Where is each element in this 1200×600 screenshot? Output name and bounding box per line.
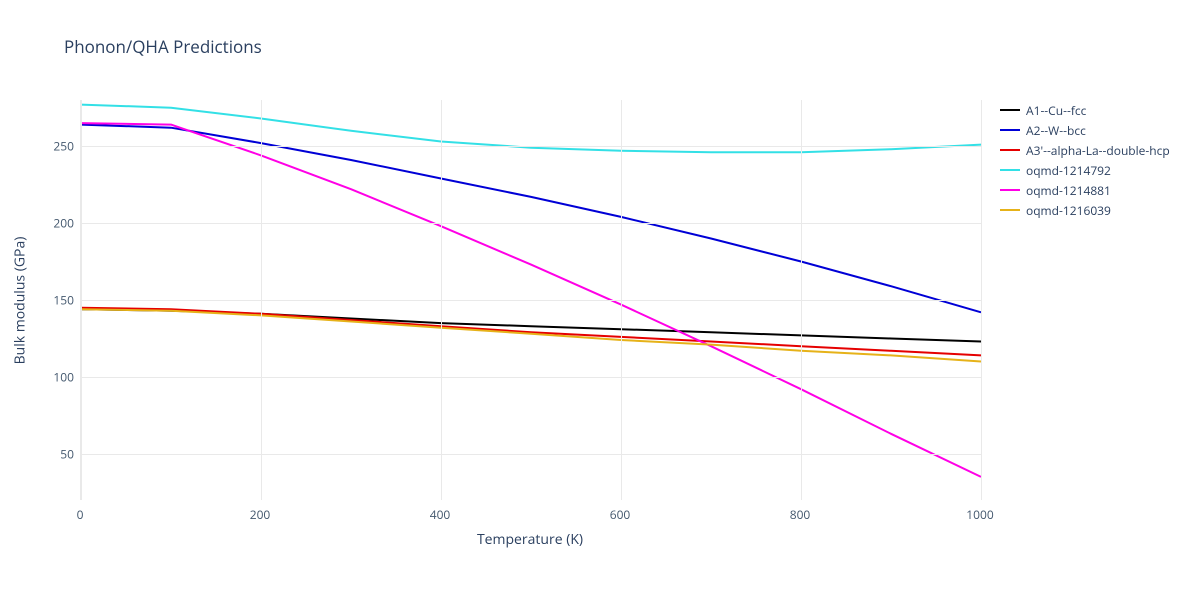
legend-label: A1--Cu--fcc: [1026, 102, 1086, 119]
x-tick-label: 200: [250, 506, 271, 523]
plot-area[interactable]: [80, 100, 981, 500]
x-tick-label: 1000: [966, 506, 993, 523]
legend-item[interactable]: A2--W--bcc: [1000, 120, 1170, 140]
y-tick-label: 250: [50, 138, 74, 155]
legend-item[interactable]: A1--Cu--fcc: [1000, 100, 1170, 120]
x-axis-label: Temperature (K): [80, 530, 980, 549]
legend-swatch: [1000, 209, 1020, 211]
chart-container: Phonon/QHA Predictions Temperature (K) B…: [0, 0, 1200, 600]
legend-swatch: [1000, 129, 1020, 131]
gridline-h: [81, 146, 981, 147]
legend-label: A2--W--bcc: [1026, 122, 1086, 139]
y-axis-label-text: Bulk modulus (GPa): [11, 236, 30, 364]
gridline-h: [81, 223, 981, 224]
y-tick-label: 200: [50, 215, 74, 232]
x-tick-label: 0: [77, 506, 84, 523]
legend-item[interactable]: oqmd-1216039: [1000, 200, 1170, 220]
legend-label: oqmd-1214881: [1026, 182, 1111, 199]
legend-swatch: [1000, 109, 1020, 111]
legend-item[interactable]: A3'--alpha-La--double-hcp: [1000, 140, 1170, 160]
legend-item[interactable]: oqmd-1214881: [1000, 180, 1170, 200]
legend-swatch: [1000, 169, 1020, 171]
x-tick-label: 800: [790, 506, 811, 523]
legend-item[interactable]: oqmd-1214792: [1000, 160, 1170, 180]
y-tick-label: 150: [50, 292, 74, 309]
gridline-v: [981, 100, 982, 500]
chart-title: Phonon/QHA Predictions: [64, 35, 262, 58]
x-tick-label: 600: [610, 506, 631, 523]
gridline-h: [81, 300, 981, 301]
y-tick-label: 50: [50, 445, 74, 462]
gridline-h: [81, 454, 981, 455]
legend-label: A3'--alpha-La--double-hcp: [1026, 142, 1170, 159]
legend-swatch: [1000, 189, 1020, 191]
y-tick-label: 100: [50, 368, 74, 385]
y-axis-label: Bulk modulus (GPa): [10, 100, 30, 500]
series-line[interactable]: [81, 125, 981, 313]
gridline-h: [81, 377, 981, 378]
legend-swatch: [1000, 149, 1020, 151]
legend-label: oqmd-1214792: [1026, 162, 1111, 179]
series-line[interactable]: [81, 105, 981, 153]
series-line[interactable]: [81, 308, 981, 356]
legend-label: oqmd-1216039: [1026, 202, 1111, 219]
legend: A1--Cu--fcc A2--W--bcc A3'--alpha-La--doub…: [1000, 100, 1170, 220]
x-tick-label: 400: [430, 506, 451, 523]
series-line[interactable]: [81, 309, 981, 361]
